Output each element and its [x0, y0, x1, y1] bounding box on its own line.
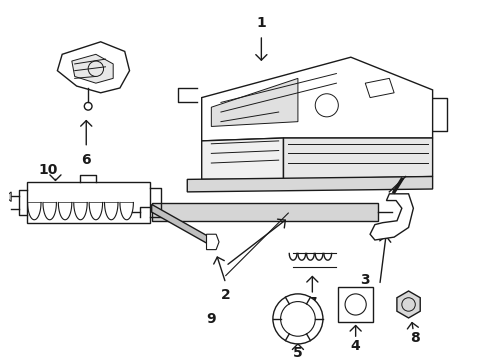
Polygon shape [26, 182, 150, 223]
Polygon shape [338, 287, 373, 322]
Polygon shape [211, 78, 298, 126]
Text: 8: 8 [411, 331, 420, 345]
Polygon shape [5, 192, 11, 202]
Circle shape [273, 294, 323, 344]
Text: 3: 3 [361, 273, 370, 287]
Text: 7: 7 [308, 296, 317, 310]
Polygon shape [397, 291, 420, 318]
Polygon shape [152, 204, 211, 246]
Polygon shape [72, 54, 113, 83]
Polygon shape [57, 42, 129, 93]
Polygon shape [187, 176, 433, 192]
Polygon shape [370, 194, 414, 240]
Text: 2: 2 [221, 288, 231, 302]
Text: 9: 9 [206, 312, 216, 326]
Polygon shape [152, 203, 378, 221]
Text: 4: 4 [351, 339, 361, 353]
Text: 1: 1 [256, 15, 266, 30]
Text: 6: 6 [81, 153, 91, 167]
Polygon shape [206, 234, 219, 249]
Polygon shape [284, 138, 433, 179]
Text: 10: 10 [38, 163, 57, 177]
Text: 5: 5 [293, 346, 303, 360]
Polygon shape [202, 57, 433, 141]
Polygon shape [202, 138, 284, 179]
